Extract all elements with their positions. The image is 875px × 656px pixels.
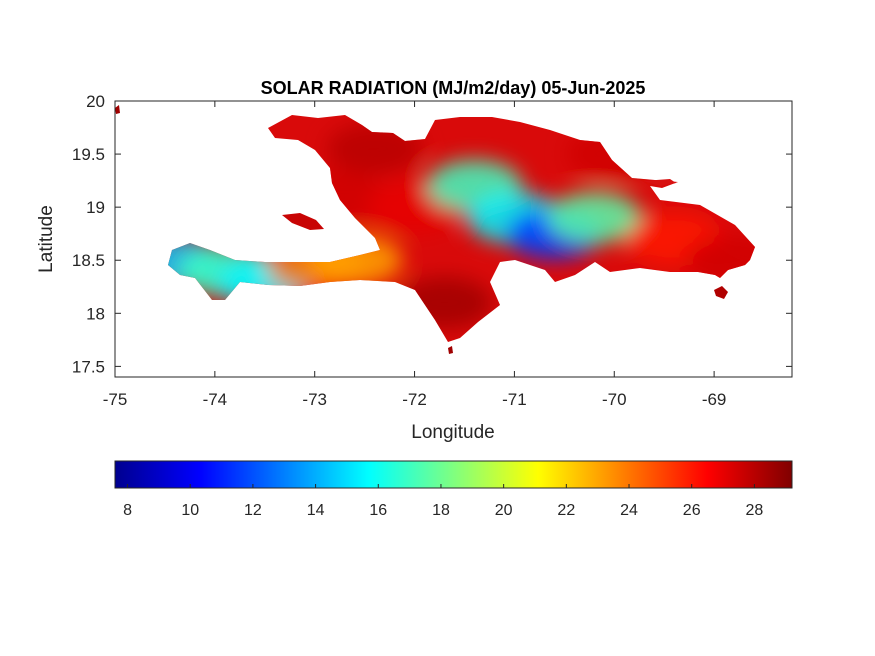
y-tick-label: 17.5	[72, 357, 105, 376]
plot-frame	[114, 100, 793, 378]
x-tick-label: -70	[602, 390, 627, 409]
island-beata	[448, 346, 453, 354]
colorbar-tick-label: 22	[557, 502, 575, 519]
colorbar-tick-label: 26	[683, 502, 701, 519]
colorbar-tick-label: 16	[369, 502, 387, 519]
y-axis: 17.5 18 18.5 19 19.5 20	[72, 92, 792, 376]
island-tortuga	[643, 179, 676, 186]
x-tick-label: -72	[402, 390, 427, 409]
x-tick-label: -74	[203, 390, 228, 409]
x-tick-label: -75	[103, 390, 128, 409]
colorbar-tick-label: 12	[244, 502, 262, 519]
island-navassa	[115, 105, 120, 114]
colorbar-tick-label: 28	[745, 502, 763, 519]
x-tick-label: -73	[302, 390, 327, 409]
x-axis: -75 -74 -73 -72 -71 -70 -69	[103, 101, 727, 409]
island-saona	[714, 286, 728, 299]
x-axis-label: Longitude	[411, 422, 494, 443]
colorbar-tick-label: 10	[181, 502, 199, 519]
y-tick-label: 18.5	[72, 251, 105, 270]
colorbar-tick-label: 20	[495, 502, 513, 519]
island-gonave	[282, 213, 324, 230]
y-tick-label: 19	[86, 198, 105, 217]
y-tick-label: 19.5	[72, 145, 105, 164]
colorbar-tick-label: 24	[620, 502, 638, 519]
colorbar-axis: 8 10 12 14 16 18 20 22 24 26 28	[123, 484, 763, 519]
colorbar-tick-label: 8	[123, 502, 132, 519]
heatmap-region-15	[686, 234, 755, 287]
y-tick-label: 18	[86, 304, 105, 323]
x-tick-label: -71	[502, 390, 527, 409]
x-tick-label: -69	[702, 390, 727, 409]
colorbar-tick-label: 14	[307, 502, 325, 519]
heatmap-region-11	[546, 191, 643, 244]
colorbar	[114, 460, 793, 489]
y-axis-label: Latitude	[36, 205, 57, 273]
y-tick-label: 20	[86, 92, 105, 111]
colorbar-tick-label: 18	[432, 502, 450, 519]
chart-title: SOLAR RADIATION (MJ/m2/day) 05-Jun-2025	[261, 78, 646, 98]
